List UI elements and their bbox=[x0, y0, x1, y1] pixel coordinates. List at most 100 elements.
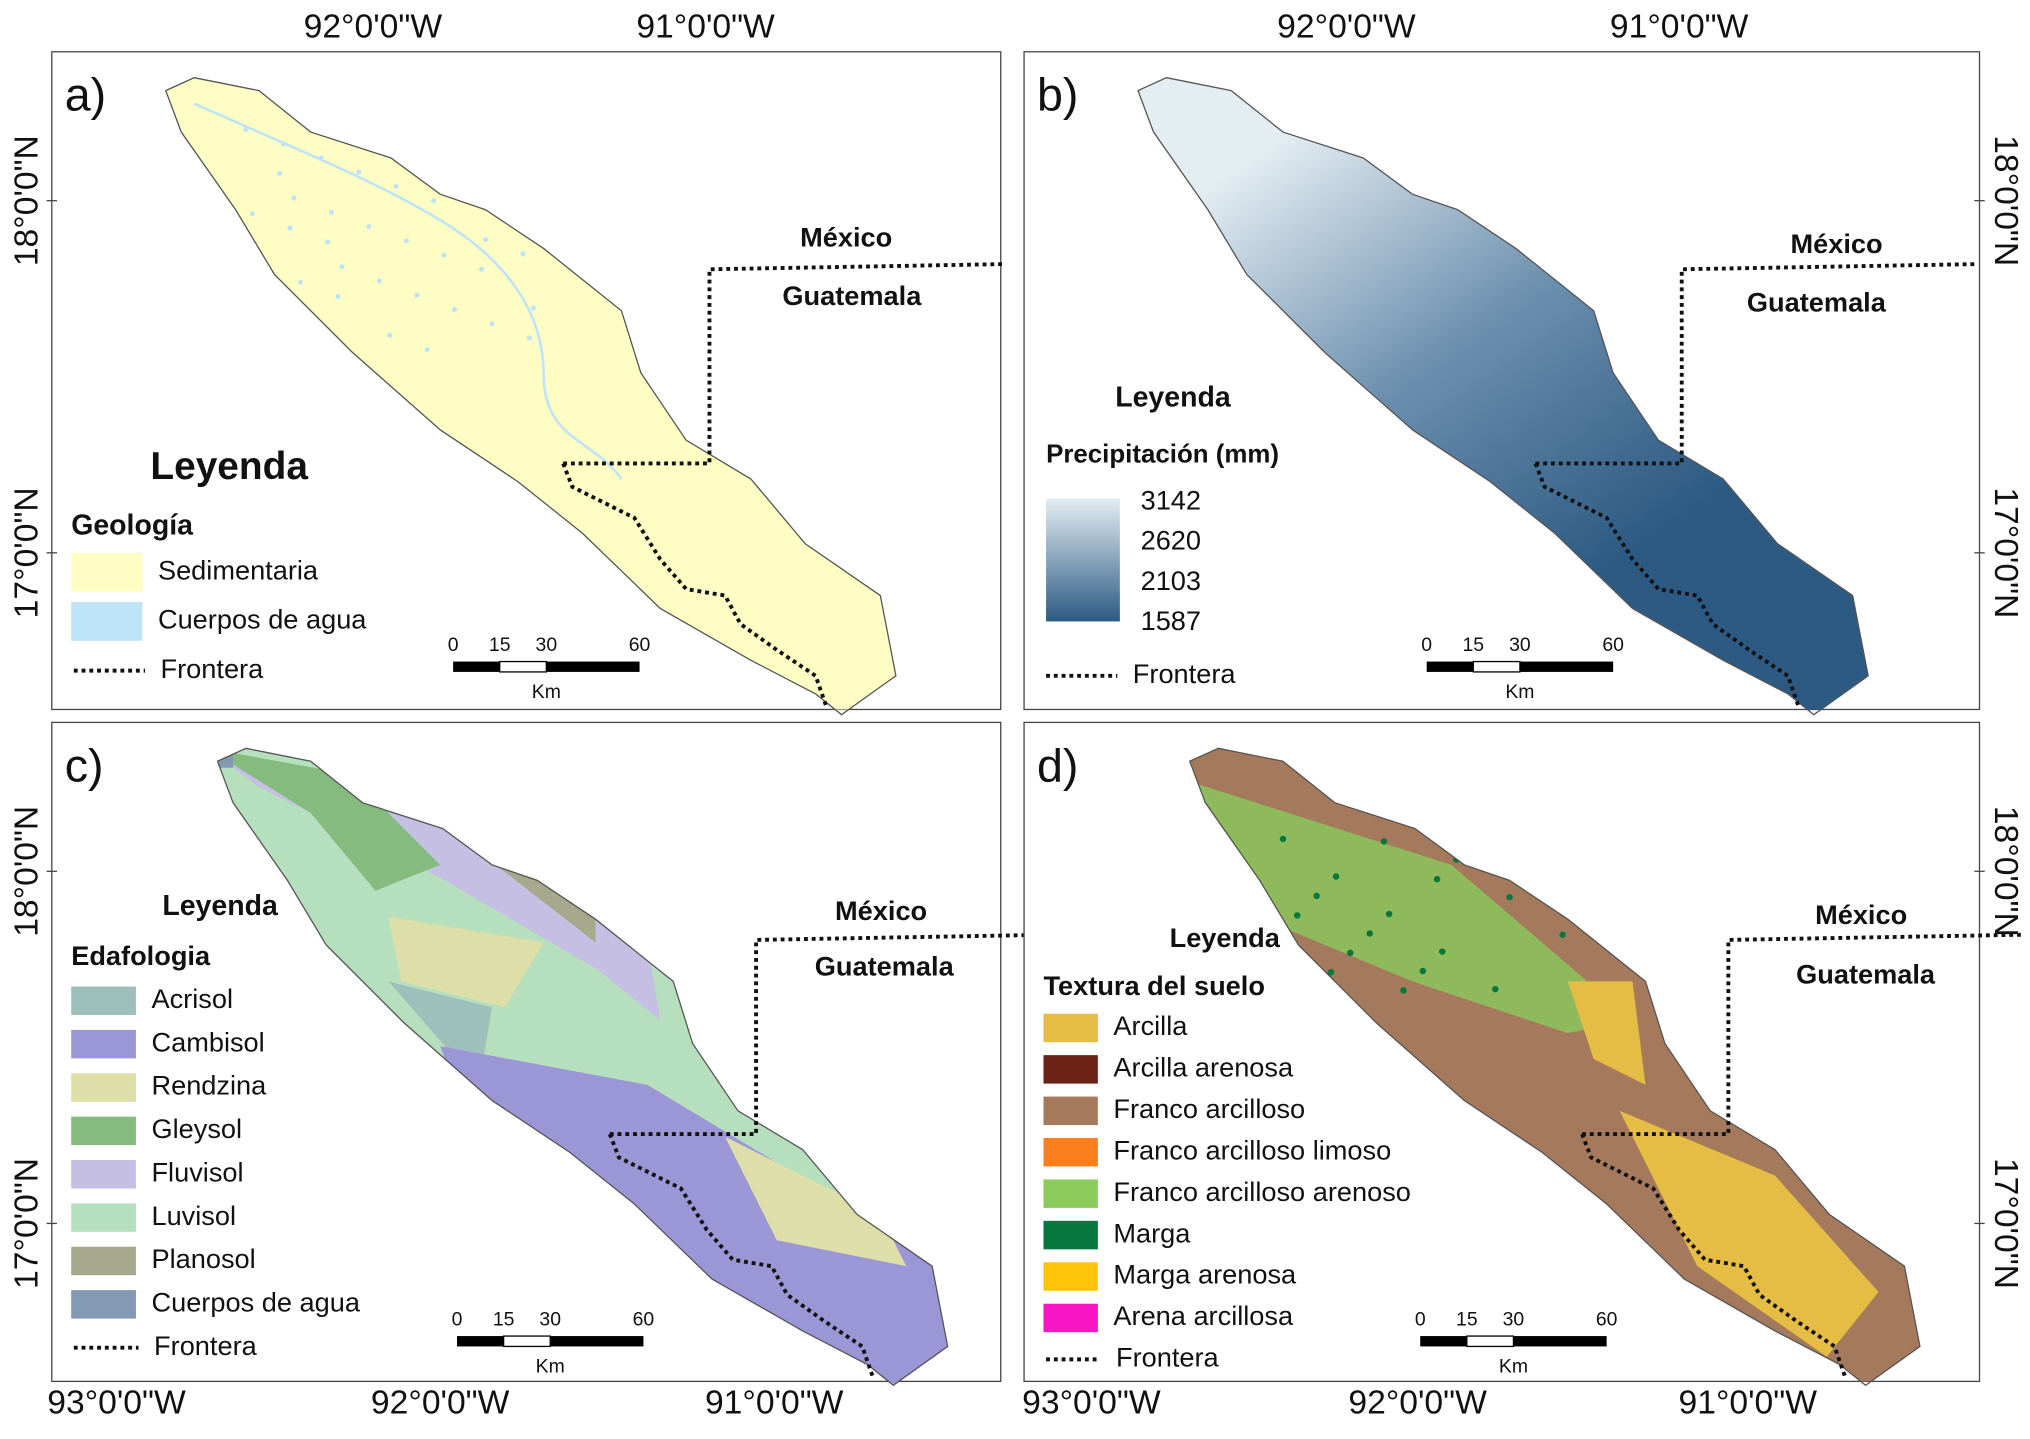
scale-seg bbox=[546, 661, 640, 672]
panel-label: c) bbox=[65, 739, 104, 791]
legend-label: Sedimentaria bbox=[158, 554, 319, 585]
legend-label: Cambisol bbox=[151, 1026, 264, 1057]
scale-seg bbox=[1513, 1336, 1607, 1347]
marga-speck bbox=[1419, 967, 1427, 975]
water-speck bbox=[403, 238, 410, 244]
scale-seg bbox=[550, 1336, 644, 1347]
water-speck bbox=[287, 225, 293, 231]
border-line bbox=[607, 1133, 875, 1377]
legend-label: Franco arcilloso bbox=[1113, 1093, 1305, 1124]
panel: México Guatemala b) Leyenda Precipitación (m… bbox=[1023, 51, 1981, 716]
water-speck bbox=[339, 264, 345, 270]
scale-label: 30 bbox=[539, 1309, 561, 1331]
country-label: México bbox=[800, 222, 892, 253]
lat-label: 17°0'0"N bbox=[1987, 487, 2024, 618]
panel-label: b) bbox=[1037, 69, 1078, 121]
legend-subtitle: Textura del suelo bbox=[1043, 970, 1264, 1001]
legend-label: Fluvisol bbox=[151, 1156, 243, 1187]
scale-label: 15 bbox=[493, 1309, 515, 1331]
lat-label: 18°0'0"N bbox=[8, 135, 45, 266]
legend-swatch bbox=[1043, 1013, 1098, 1043]
water-speck bbox=[335, 293, 341, 300]
marga-speck bbox=[1385, 910, 1393, 918]
legend-subtitle: Geología bbox=[71, 509, 194, 541]
legend-label: Planosol bbox=[151, 1243, 255, 1274]
legend-label: Arcilla bbox=[1113, 1010, 1188, 1041]
lon-label: 92°0'0"W bbox=[1277, 8, 1416, 45]
legend-swatch bbox=[71, 1073, 136, 1102]
legend-subtitle: Precipitación (mm) bbox=[1046, 441, 1279, 469]
border-line bbox=[561, 462, 828, 707]
scale-seg bbox=[502, 1335, 551, 1348]
legend-label: Cuerpos de agua bbox=[158, 604, 367, 635]
border-line bbox=[563, 262, 1004, 466]
country-label: México bbox=[835, 895, 927, 926]
marga-speck bbox=[1313, 892, 1320, 900]
scale-label: 0 bbox=[1421, 634, 1432, 656]
scale-label: 30 bbox=[1509, 634, 1531, 656]
legend-title: Leyenda bbox=[1170, 922, 1281, 953]
legend-swatch bbox=[71, 1203, 136, 1232]
water-speck bbox=[249, 211, 256, 217]
rendzina bbox=[388, 916, 544, 1008]
legend-label: Rendzina bbox=[151, 1070, 267, 1101]
watershed-outline bbox=[1137, 77, 1869, 716]
scale-label: 60 bbox=[1602, 634, 1624, 656]
legend-swatch bbox=[71, 1116, 136, 1146]
country-label: Guatemala bbox=[1747, 286, 1887, 317]
lon-label: 91°0'0"W bbox=[705, 1385, 844, 1422]
scale-seg bbox=[453, 661, 500, 672]
panel-label: d) bbox=[1037, 739, 1078, 791]
legend-label: Frontera bbox=[1116, 1342, 1220, 1373]
water-speck bbox=[414, 292, 420, 298]
legend-title: Leyenda bbox=[162, 890, 279, 922]
scale-label: 60 bbox=[633, 1309, 655, 1331]
watershed-outline bbox=[216, 747, 949, 1387]
marga-speck bbox=[1332, 873, 1340, 880]
water-speck bbox=[387, 332, 393, 338]
water-speck bbox=[297, 279, 303, 285]
watershed-outline bbox=[1188, 747, 1921, 1387]
border-line bbox=[1582, 932, 2023, 1137]
scale-unit: Km bbox=[1499, 1355, 1528, 1377]
scale-label: 0 bbox=[452, 1309, 463, 1331]
legend-swatch bbox=[1043, 1303, 1098, 1333]
scale-seg bbox=[1466, 1335, 1515, 1348]
legend-swatch bbox=[71, 602, 143, 641]
legend-title: Leyenda bbox=[150, 445, 308, 488]
scale-label: 30 bbox=[1503, 1309, 1525, 1331]
legend-swatch bbox=[1043, 1137, 1098, 1167]
country-label: Guatemala bbox=[815, 951, 955, 982]
water-speck bbox=[356, 169, 362, 175]
scale-label: 60 bbox=[629, 634, 651, 656]
legend-label: Frontera bbox=[1133, 658, 1237, 689]
panel-label: a) bbox=[65, 69, 106, 121]
legend-label: Frontera bbox=[154, 1330, 258, 1361]
legend-label: Marga arenosa bbox=[1113, 1259, 1297, 1290]
marga-speck bbox=[1327, 969, 1335, 976]
clay-zone2 bbox=[1567, 981, 1646, 1085]
clay-zone bbox=[1619, 1110, 1879, 1357]
legend-swatch bbox=[1043, 1179, 1098, 1208]
gradient-label: 2620 bbox=[1141, 525, 1201, 556]
marga-speck bbox=[1293, 912, 1301, 919]
scale-unit: Km bbox=[1505, 681, 1534, 703]
scale-label: 60 bbox=[1596, 1309, 1618, 1331]
marga-speck bbox=[1366, 930, 1373, 937]
marga-speck bbox=[1380, 838, 1388, 845]
cambisol bbox=[440, 1046, 948, 1386]
legend-swatch bbox=[1043, 1055, 1098, 1084]
watershed-outline bbox=[164, 77, 897, 716]
scale-label: 15 bbox=[1456, 1309, 1478, 1331]
water-speck bbox=[489, 321, 495, 327]
lon-label: 92°0'0"W bbox=[304, 8, 443, 45]
river bbox=[193, 102, 623, 480]
lon-label: 92°0'0"W bbox=[371, 1385, 510, 1422]
legend-label: Luvisol bbox=[151, 1200, 236, 1231]
water-speck bbox=[451, 306, 458, 313]
marga-speck bbox=[1433, 875, 1441, 883]
panel: México Guatemala c) Leyenda Edafologia Acriso… bbox=[51, 721, 1050, 1387]
lon-label: 93°0'0"W bbox=[1022, 1385, 1161, 1422]
